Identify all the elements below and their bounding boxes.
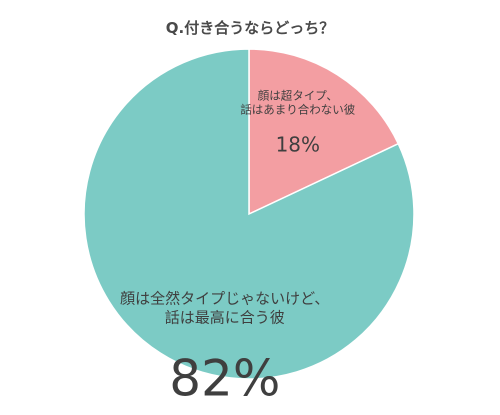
pie-slice-1	[248, 48, 400, 216]
slice-1-label-line-2: 話はあまり合わない彼	[240, 103, 355, 117]
pie-slice-2	[83, 48, 415, 380]
chart-title: Q.付き合うならどっち？	[166, 19, 334, 37]
slice-1-label-line-1: 顔は超タイプ、	[258, 89, 338, 103]
pie-slices	[83, 48, 415, 380]
slice-2-label-line-1: 顔は全然タイプじゃないけど、	[120, 290, 329, 308]
slice-label-group-1: 顔は超タイプ、話はあまり合わない彼 18%	[240, 89, 355, 157]
slice-2-label-line-2: 話は最高に合う彼	[165, 309, 285, 327]
slice-labels: 顔は超タイプ、話はあまり合わない彼 18% 顔は全然タイプじゃないけど、話は最高に合…	[120, 89, 355, 408]
slice-1-value-label: 18%	[276, 133, 320, 157]
slice-label-group-2: 顔は全然タイプじゃないけど、話は最高に合う彼 82%	[120, 290, 329, 408]
slice-2-value-label: 82%	[169, 350, 280, 408]
